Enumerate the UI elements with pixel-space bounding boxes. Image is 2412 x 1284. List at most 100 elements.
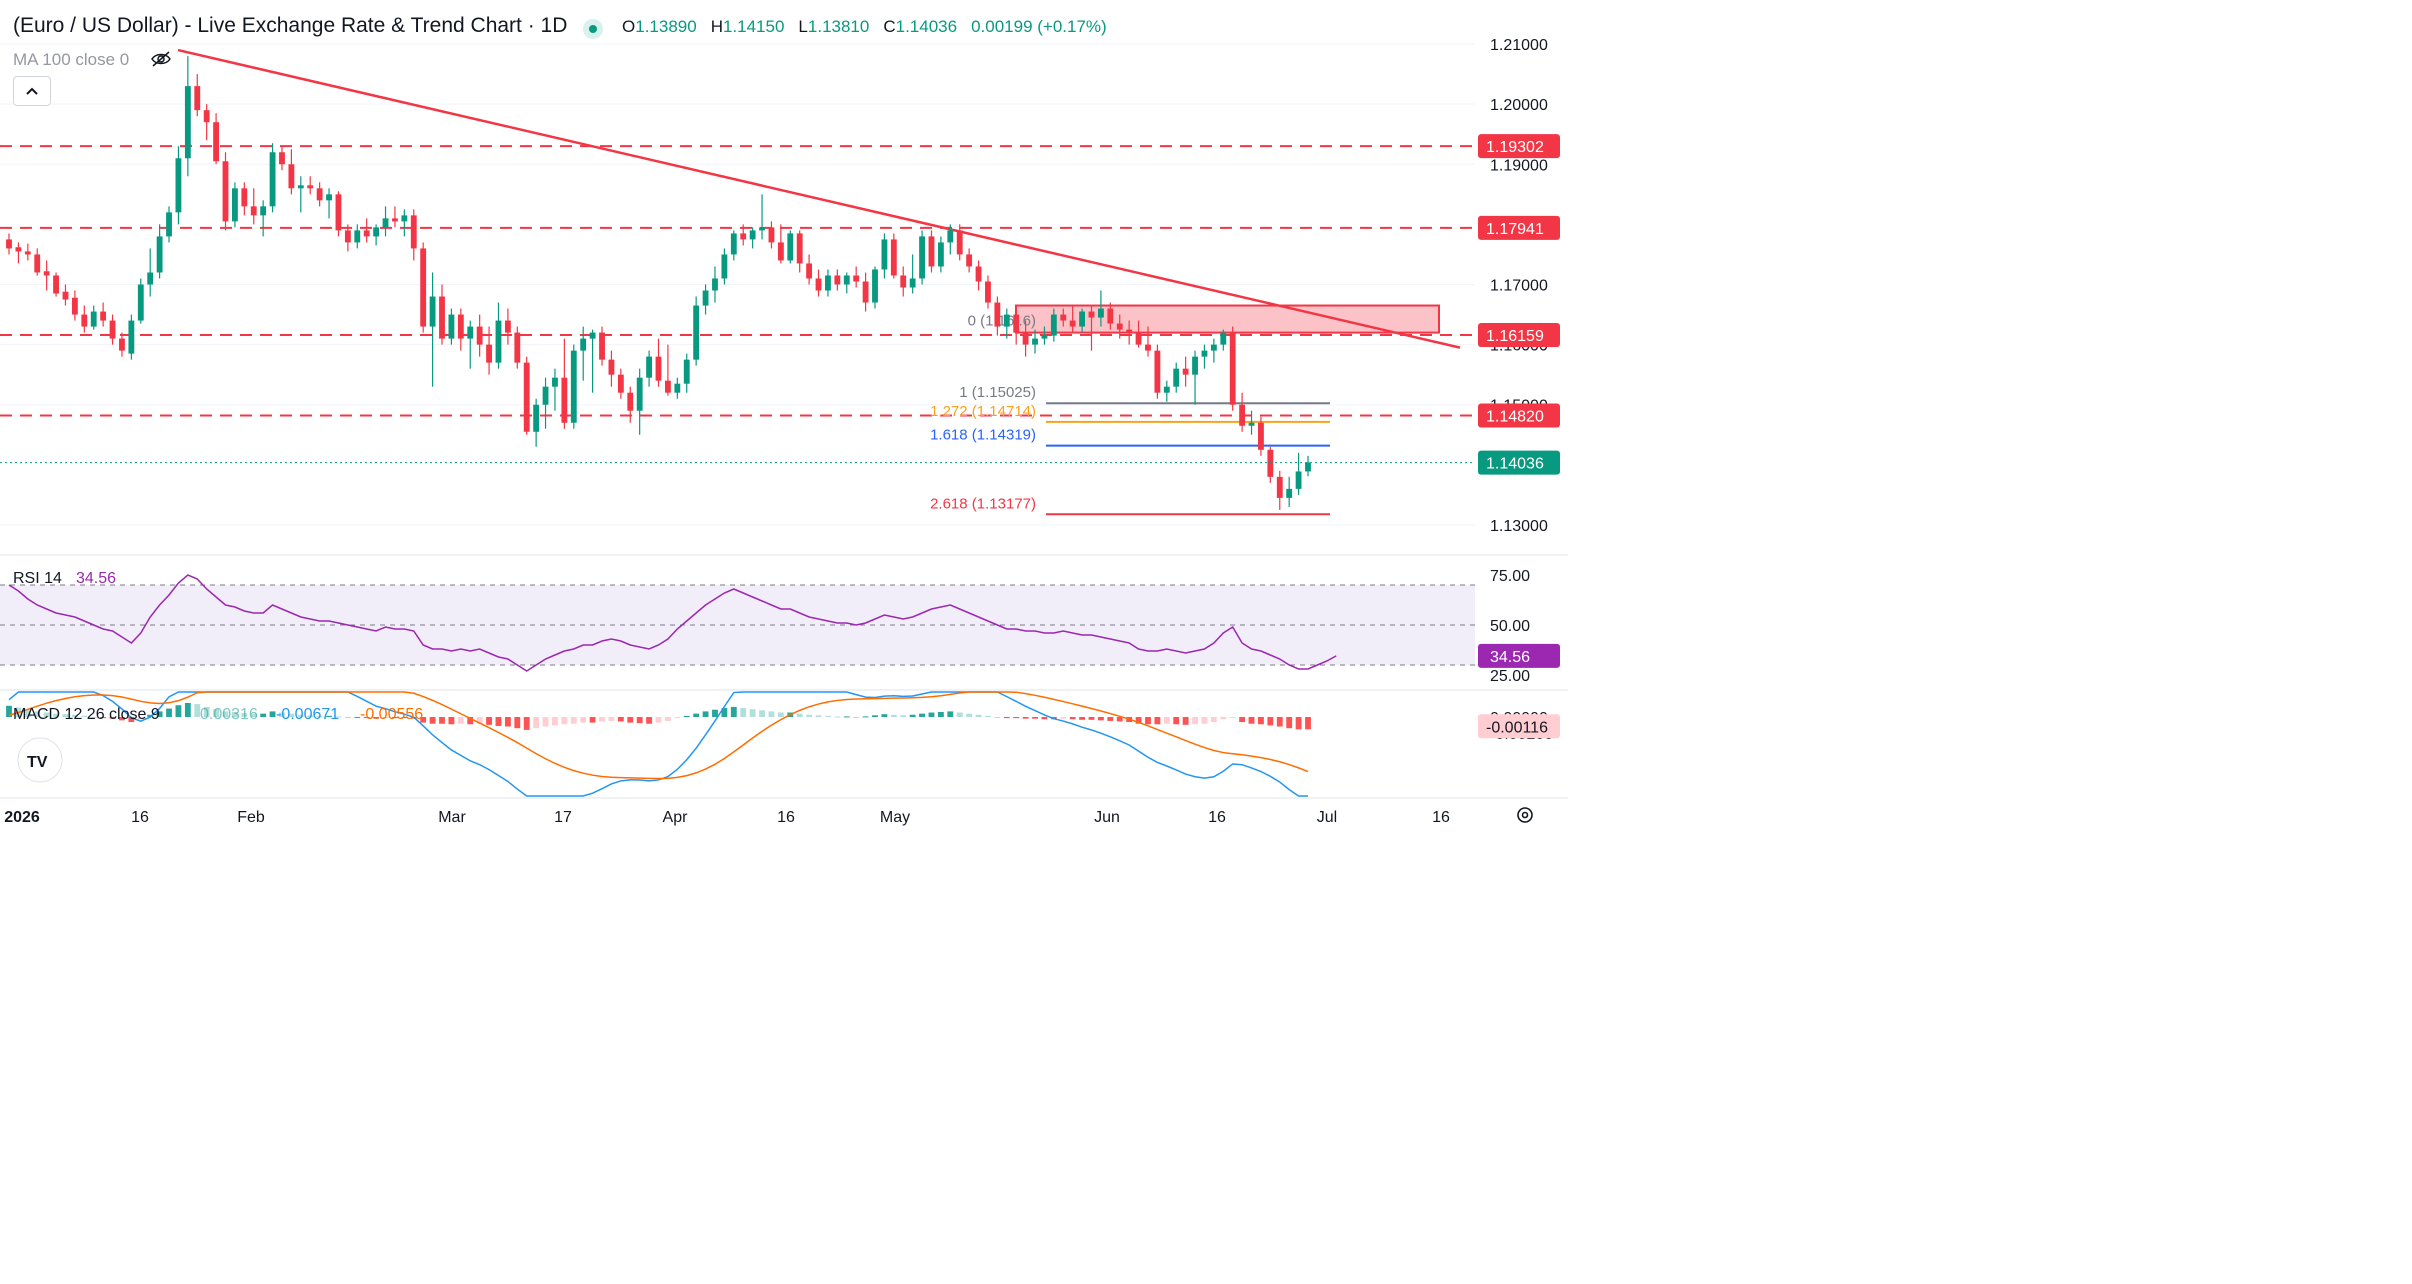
price-tick-label: 1.13000: [1490, 518, 1548, 535]
candle-body: [81, 314, 88, 327]
candle-body: [307, 185, 314, 189]
macd-histogram-bar: [457, 717, 464, 724]
macd-histogram-bar: [947, 711, 954, 717]
time-axis-label: 16: [131, 809, 149, 826]
ohlc-change: 0.00199 (+0.17%): [971, 17, 1107, 36]
candle-body: [71, 297, 78, 315]
macd-histogram-bar: [1135, 717, 1142, 724]
time-axis-label: Apr: [663, 809, 689, 826]
macd-histogram-bar: [1154, 717, 1161, 725]
time-axis-label: 16: [1208, 809, 1226, 826]
macd-histogram-value: 0.00316: [200, 706, 258, 723]
gear-icon[interactable]: [1512, 802, 1538, 828]
candle-body: [815, 278, 822, 291]
candle-body: [457, 314, 464, 339]
candle-body: [674, 383, 681, 393]
candle-body: [373, 227, 380, 237]
candle-body: [514, 332, 521, 363]
macd-histogram-bar: [1248, 717, 1255, 724]
macd-histogram-bar: [1032, 717, 1038, 719]
macd-histogram-bar: [1305, 717, 1311, 730]
macd-histogram-bar: [1060, 717, 1067, 719]
tradingview-logo-text: TV: [27, 754, 48, 771]
macd-histogram-bar: [825, 715, 831, 717]
macd-histogram-bar: [777, 712, 784, 717]
macd-histogram-bar: [250, 713, 257, 717]
candle-body: [1305, 462, 1311, 472]
rsi-value: 34.56: [76, 570, 116, 587]
candle-body: [250, 206, 257, 216]
candle-body: [24, 251, 31, 255]
macd-histogram-bar: [664, 717, 671, 721]
macd-histogram-bar: [937, 711, 944, 717]
macd-histogram-bar: [354, 717, 361, 718]
macd-histogram-bar: [71, 714, 78, 717]
macd-histogram-bar: [730, 706, 737, 717]
macd-histogram-bar: [702, 711, 709, 717]
macd-histogram-bar: [796, 713, 803, 717]
chart-canvas[interactable]: 1.210001.200001.190001.170001.160001.150…: [0, 0, 1568, 836]
candle-body: [1276, 476, 1283, 498]
candle-body: [410, 215, 417, 249]
ohlc-open-value: 1.13890: [635, 17, 697, 36]
macd-histogram-bar: [166, 708, 172, 717]
macd-histogram-bar: [655, 717, 662, 723]
candle-body: [777, 242, 784, 261]
candle-body: [429, 296, 436, 327]
candle-body: [787, 233, 794, 261]
candle-body: [872, 269, 878, 303]
level-label-badge: [1478, 323, 1560, 348]
candle-body: [1032, 338, 1038, 345]
candle-body: [6, 239, 12, 249]
candle-body: [1107, 308, 1114, 324]
macd-histogram-bar: [1220, 717, 1227, 720]
ohlc-close-value: 1.14036: [895, 17, 958, 36]
candle-body: [900, 275, 907, 288]
candle-body: [354, 230, 361, 243]
macd-histogram-bar: [175, 705, 182, 717]
candle-body: [1173, 368, 1180, 387]
market-open-indicator: [583, 19, 603, 39]
candle-body: [1041, 335, 1048, 339]
macd-histogram-bar: [1173, 717, 1180, 725]
macd-histogram-bar: [909, 714, 916, 717]
candle-body: [335, 194, 342, 231]
candle-body: [363, 230, 370, 237]
candle-body: [241, 188, 248, 207]
candle-body: [627, 392, 634, 411]
macd-histogram-bar: [1041, 717, 1048, 720]
candle-body: [316, 188, 323, 201]
candle-body: [15, 247, 22, 252]
candle-body: [279, 152, 285, 165]
macd-histogram-bar: [599, 717, 605, 722]
candle-body: [881, 239, 888, 270]
collapse-indicators-button[interactable]: [13, 76, 51, 106]
macd-histogram-bar: [326, 715, 332, 717]
time-axis-label: Jul: [1317, 809, 1337, 826]
macd-histogram-bar: [1069, 717, 1076, 720]
candle-body: [1079, 311, 1086, 327]
candle-body: [184, 86, 191, 159]
last-price-label: 1.14036: [1486, 456, 1544, 473]
tradingview-logo: [17, 737, 63, 783]
macd-histogram-bar: [561, 717, 568, 725]
macd-histogram-bar: [966, 713, 973, 717]
macd-histogram-bar: [853, 717, 860, 718]
candle-body: [919, 236, 925, 279]
macd-histogram-bar: [81, 715, 88, 717]
candle-body: [288, 164, 295, 189]
macd-histogram-bar: [1163, 717, 1170, 724]
macd-histogram-bar: [241, 713, 248, 717]
macd-histogram-bar: [109, 717, 116, 719]
time-axis-label: 16: [777, 809, 795, 826]
macd-histogram-bar: [34, 711, 41, 717]
candle-body: [269, 152, 276, 207]
candle-body: [768, 227, 775, 243]
ma-indicator-label[interactable]: MA 100 close 0: [13, 50, 130, 69]
candle-body: [1097, 308, 1104, 318]
candle-body: [1201, 350, 1208, 357]
price-tick-label: 1.21000: [1490, 37, 1548, 54]
eye-off-icon[interactable]: [150, 50, 172, 68]
macd-histogram-bar: [420, 717, 427, 723]
macd-histogram-bar: [956, 712, 963, 717]
